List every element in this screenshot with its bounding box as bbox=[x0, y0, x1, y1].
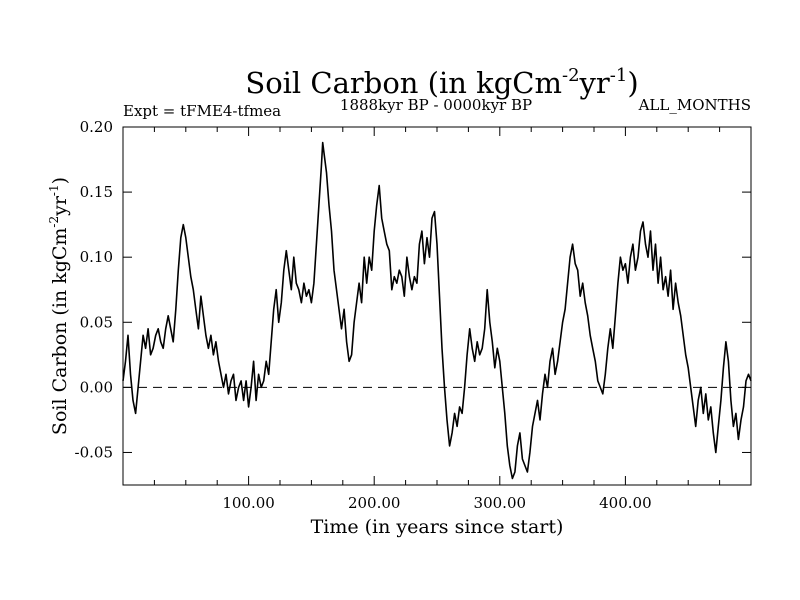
y-tick-label: 0.05 bbox=[80, 313, 113, 331]
y-label-main: Soil Carbon (in kgCm bbox=[49, 228, 71, 435]
y-tick-label: 0.15 bbox=[80, 183, 113, 201]
soil-carbon-series-line bbox=[122, 141, 752, 480]
x-axis-label: Time (in years since start) bbox=[311, 516, 564, 538]
x-tick-label: 100.00 bbox=[222, 494, 275, 512]
x-tick-label: 400.00 bbox=[599, 494, 652, 512]
chart-title-mid: yr bbox=[579, 66, 610, 100]
y-tick-label: -0.05 bbox=[75, 443, 113, 461]
subtitle-center: 1888kyr BP - 0000kyr BP bbox=[340, 96, 532, 114]
chart-title-main: Soil Carbon (in kgCm bbox=[245, 66, 562, 100]
y-tick-label: 0.00 bbox=[80, 378, 113, 396]
chart-title-sup2: -1 bbox=[610, 65, 628, 86]
x-tick-label: 200.00 bbox=[348, 494, 401, 512]
y-tick-label: 0.10 bbox=[80, 248, 113, 266]
subtitle-left: Expt = tFME4-tfmea bbox=[123, 102, 281, 120]
plot-frame bbox=[122, 126, 752, 486]
chart-title-sup1: -2 bbox=[562, 65, 580, 86]
x-axis-ticks: 100.00 200.00 300.00 400.00 bbox=[122, 127, 752, 512]
y-label-end: ) bbox=[49, 177, 71, 184]
y-axis-ticks: -0.05 0.00 0.05 0.10 0.15 0.20 bbox=[75, 118, 751, 461]
chart-title-end: ) bbox=[627, 66, 638, 100]
x-tick-label: 300.00 bbox=[474, 494, 527, 512]
y-tick-label: 0.20 bbox=[80, 118, 113, 136]
y-label-sup1: -2 bbox=[47, 216, 61, 228]
chart-title: Soil Carbon (in kgCm-2yr-1) bbox=[245, 65, 638, 100]
y-label-sup2: -1 bbox=[47, 184, 61, 196]
subtitle-right: ALL_MONTHS bbox=[638, 96, 751, 114]
y-label-mid: yr bbox=[49, 195, 71, 217]
y-axis-label: Soil Carbon (in kgCm-2yr-1) bbox=[47, 177, 71, 435]
